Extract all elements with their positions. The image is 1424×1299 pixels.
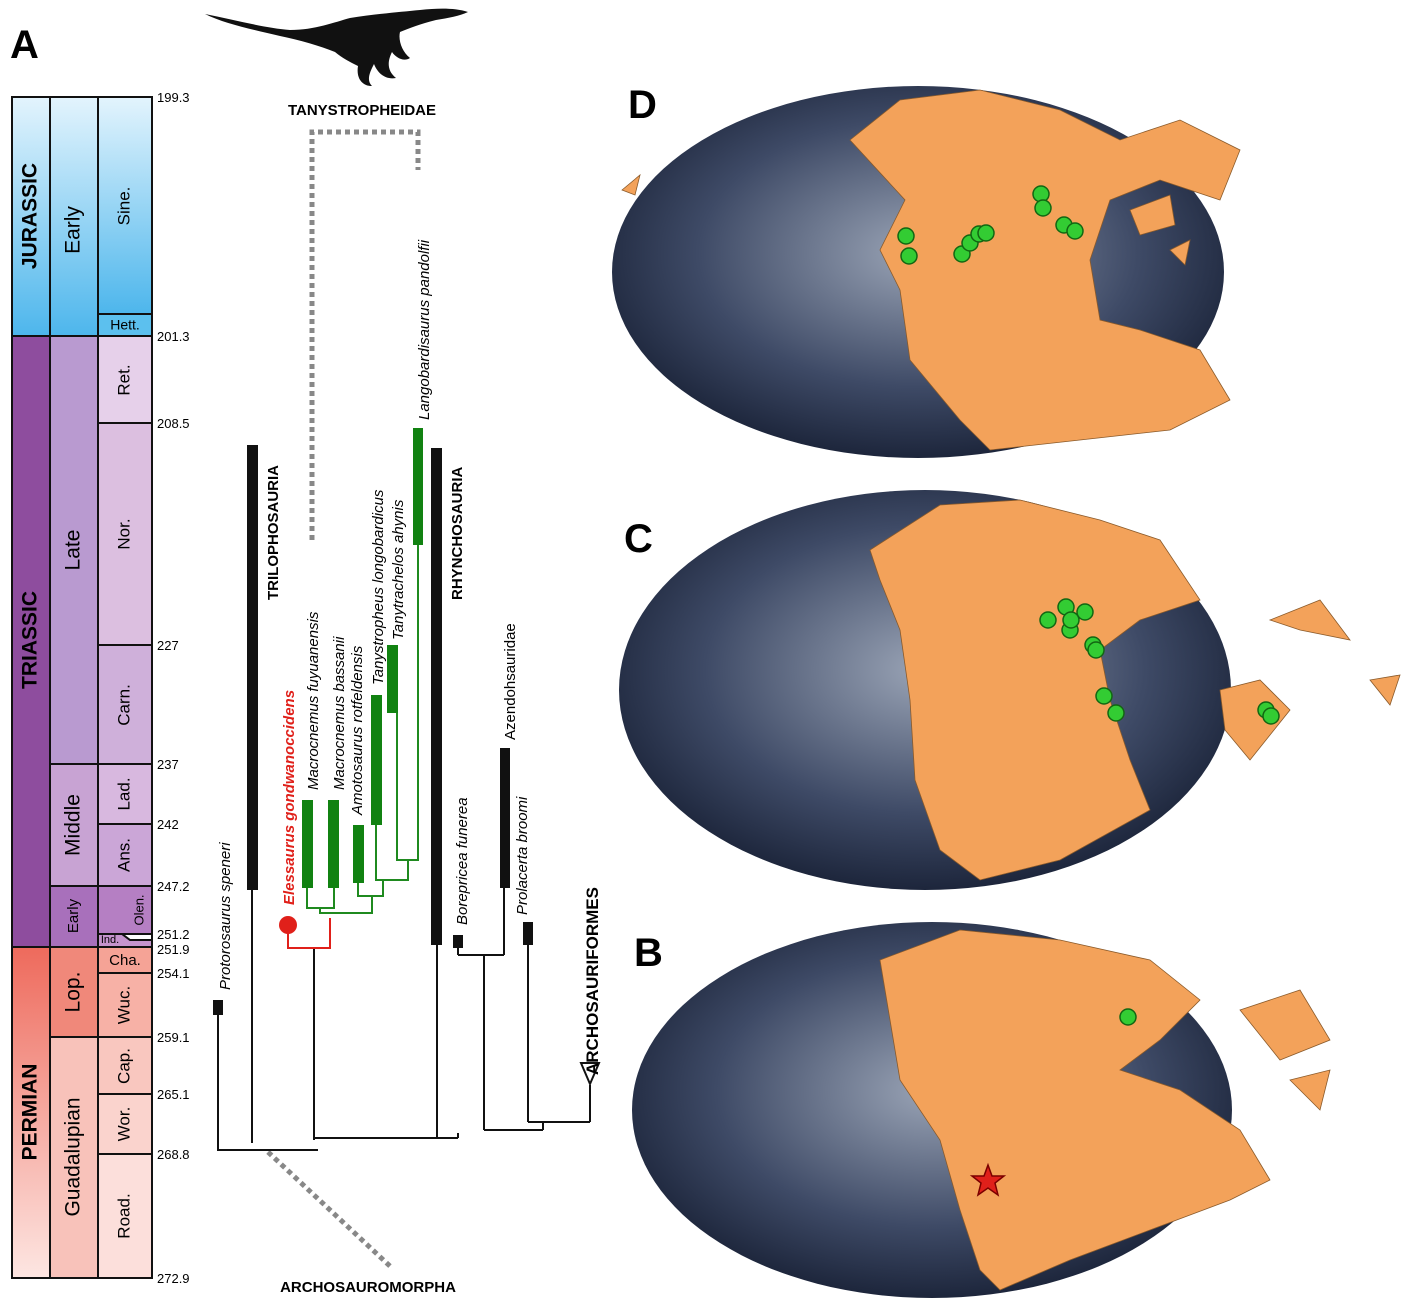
tree	[353, 825, 364, 883]
timescale: Sine.	[114, 187, 133, 226]
map	[1240, 990, 1330, 1110]
tree	[312, 132, 418, 540]
tree-label: TANYSTROPHEIDAE TRILOPHOSAURIA RHYNCHOSA…	[217, 102, 602, 1296]
tree	[213, 1000, 223, 1015]
tree-label: Macrocnemus fuyuanensis	[305, 611, 322, 790]
tree	[218, 1015, 318, 1150]
age-label: 199.3 201.3 208.5 227 237 242 247.2 251.…	[157, 90, 190, 1286]
tree	[500, 748, 510, 888]
age-label: 227	[157, 638, 179, 653]
timescale: PERMIAN	[19, 1064, 42, 1161]
timescale: Late	[62, 530, 85, 571]
fossil-site	[1077, 604, 1093, 620]
tree-label: Tanystropheus longobardicus	[370, 489, 387, 685]
map	[612, 86, 1400, 1298]
timescale: JURASSIC	[19, 163, 42, 269]
tree-label: TANYSTROPHEIDAE	[288, 102, 436, 119]
tree	[523, 922, 533, 945]
fossil-site	[1108, 705, 1124, 721]
age-label: 259.1	[157, 1030, 190, 1045]
timescale: Lop.	[62, 972, 85, 1013]
tree-label: Langobardisaurus pandolfii	[416, 239, 433, 420]
age-label: 251.2	[157, 927, 190, 942]
tree	[371, 695, 382, 825]
age-label: 272.9	[157, 1271, 190, 1286]
tree	[218, 888, 599, 1150]
timescale: Ans.	[114, 838, 133, 872]
timescale: Hett.	[110, 317, 140, 333]
tree	[213, 132, 599, 1268]
map	[1220, 600, 1400, 760]
timescale: Cha.	[109, 952, 141, 969]
tree-label: TRILOPHOSAURIA	[265, 465, 282, 600]
panel-label: C	[624, 517, 653, 561]
tree-label: ARCHOSAUROMORPHA	[280, 1279, 456, 1296]
timescale: Early	[65, 898, 82, 933]
timescale: JURASSIC TRIASSIC PERMIAN Early Late Mid…	[12, 90, 190, 1286]
tree	[279, 916, 297, 934]
age-label: 247.2	[157, 879, 190, 894]
panel-label: D	[628, 83, 657, 127]
tree-label: Protorosaurus speneri	[217, 842, 234, 990]
tree-label: Tanytrachelos ahynis	[390, 499, 407, 640]
timescale: Nor.	[114, 518, 133, 549]
timescale: TRIASSIC	[19, 591, 42, 689]
tree	[413, 428, 423, 545]
tree-label: Macrocnemus bassanii	[331, 636, 348, 790]
tree	[247, 445, 258, 890]
tree-label: Elessaurus gondwanoccidens	[281, 690, 298, 905]
fossil-site	[1096, 688, 1112, 704]
tree-label: RHYNCHOSAURIA	[449, 466, 466, 600]
tree	[302, 800, 313, 888]
tree	[453, 935, 463, 948]
tree-label: Azendohsauridae	[502, 623, 519, 740]
figure: A D C B JURASSIC TRIASSIC PERMIAN Early …	[0, 0, 1424, 1299]
timescale: Middle	[62, 794, 85, 856]
age-label: 251.9	[157, 942, 190, 957]
tree-label: Amotosaurus rotfeldensis	[349, 645, 366, 816]
silhouette	[205, 9, 468, 86]
fossil-site	[1040, 612, 1056, 628]
age-label: 208.5	[157, 416, 190, 431]
tree	[431, 448, 442, 945]
panel-label: A	[10, 23, 39, 67]
timescale: Guadalupian	[62, 1097, 85, 1216]
age-label: 268.8	[157, 1147, 190, 1162]
fossil-site	[1120, 1009, 1136, 1025]
age-label: 201.3	[157, 329, 190, 344]
tree	[328, 800, 339, 888]
timescale: Road.	[114, 1193, 133, 1238]
timescale: Wuc.	[114, 986, 133, 1024]
timescale: Early	[62, 206, 85, 254]
age-label: 242	[157, 817, 179, 832]
timescale: Wor.	[114, 1107, 133, 1142]
age-label: 237	[157, 757, 179, 772]
timescale: Carn.	[114, 684, 133, 726]
timescale: Ret.	[114, 364, 133, 395]
tree	[387, 645, 398, 713]
tree-label: Prolacerta broomi	[514, 796, 531, 915]
tree	[484, 945, 590, 1130]
fossil-site	[1263, 708, 1279, 724]
age-label: 254.1	[157, 966, 190, 981]
timescale: Cap.	[114, 1048, 133, 1084]
age-label: 199.3	[157, 90, 190, 105]
fossil-site	[978, 225, 994, 241]
timescale: Ind.	[101, 934, 119, 946]
tree	[314, 945, 458, 1140]
tree-label: ARCHOSAURIFORMES	[583, 887, 602, 1075]
fossil-site	[1088, 642, 1104, 658]
timescale: Olen.	[131, 894, 146, 925]
fossil-site	[898, 228, 914, 244]
fossil-site	[901, 248, 917, 264]
timescale: Lad.	[114, 777, 133, 810]
fossil-site	[1035, 200, 1051, 216]
age-label: 265.1	[157, 1087, 190, 1102]
tree-label: Borepricea funerea	[454, 797, 471, 925]
panel-label: B	[634, 931, 663, 975]
fossil-site	[1067, 223, 1083, 239]
tree	[268, 1152, 392, 1268]
